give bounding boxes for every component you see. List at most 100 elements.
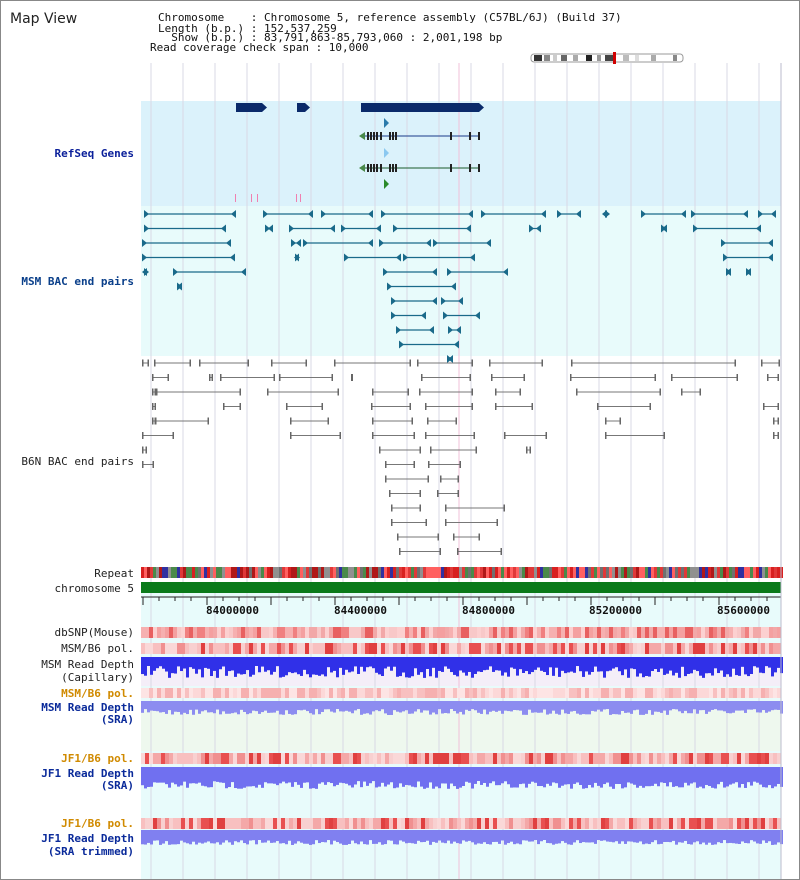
polymorphism-cell bbox=[449, 818, 453, 829]
snp-density-cell bbox=[153, 627, 157, 638]
track-label-jf1-depth-trim[interactable]: JF1 Read Depth bbox=[41, 832, 134, 845]
polymorphism-cell bbox=[581, 688, 585, 698]
polymorphism-cell bbox=[517, 688, 521, 698]
polymorphism-cell bbox=[609, 688, 613, 698]
read-depth-bar bbox=[720, 701, 723, 711]
read-depth-bar bbox=[420, 657, 423, 673]
polymorphism-cell bbox=[217, 753, 221, 764]
repeat-block bbox=[585, 567, 588, 578]
read-depth-bar bbox=[747, 767, 750, 783]
read-depth-bar bbox=[696, 830, 699, 842]
read-depth-bar bbox=[168, 767, 171, 788]
polymorphism-cell bbox=[165, 818, 169, 829]
bac-end bbox=[723, 253, 728, 262]
bac-end bbox=[399, 548, 401, 555]
polymorphism-cell bbox=[501, 753, 505, 764]
polymorphism-cell bbox=[713, 643, 717, 654]
polymorphism-cell bbox=[509, 643, 513, 654]
polymorphism-cell bbox=[217, 688, 221, 698]
track-label-jf1-b6-pol-2[interactable]: JF1/B6 pol. bbox=[61, 817, 134, 830]
read-depth-bar bbox=[660, 767, 663, 783]
polymorphism-cell bbox=[249, 688, 253, 698]
bac-end bbox=[286, 403, 288, 410]
track-label-msm-bac[interactable]: MSM BAC end pairs bbox=[21, 275, 134, 288]
exon bbox=[392, 164, 394, 172]
read-depth-bar bbox=[726, 657, 729, 675]
polymorphism-cell bbox=[377, 688, 381, 698]
read-depth-bar bbox=[444, 657, 447, 667]
track-label-dbsnp[interactable]: dbSNP(Mouse) bbox=[54, 626, 134, 639]
read-depth-bar bbox=[210, 767, 213, 788]
read-depth-bar bbox=[417, 767, 420, 782]
polymorphism-cell bbox=[381, 643, 385, 654]
polymorphism-cell bbox=[161, 818, 165, 829]
polymorphism-cell bbox=[773, 688, 777, 698]
polymorphism-cell bbox=[393, 753, 397, 764]
repeat-block bbox=[684, 567, 687, 578]
read-depth-bar bbox=[735, 767, 738, 783]
bac-end bbox=[456, 326, 461, 334]
track-label-msm-depth-sra-sub: (SRA) bbox=[100, 713, 134, 726]
polymorphism-cell bbox=[773, 753, 777, 764]
snp-density-cell bbox=[481, 627, 485, 638]
read-depth-bar bbox=[273, 657, 276, 672]
track-label-msm-b6-pol-2[interactable]: MSM/B6 pol. bbox=[61, 687, 134, 700]
read-depth-bar bbox=[684, 701, 687, 711]
read-depth-bar bbox=[585, 830, 588, 843]
bac-end bbox=[778, 359, 780, 367]
read-depth-bar bbox=[273, 701, 276, 713]
read-depth-bar bbox=[180, 830, 183, 841]
read-depth-bar bbox=[528, 767, 531, 784]
bac-end bbox=[290, 417, 292, 425]
track-label-msm-depth-cap[interactable]: MSM Read Depth bbox=[41, 658, 134, 671]
read-depth-bar bbox=[252, 767, 255, 787]
polymorphism-cell bbox=[225, 753, 229, 764]
polymorphism-cell bbox=[225, 688, 229, 698]
read-depth-bar bbox=[576, 701, 579, 714]
bac-end bbox=[481, 210, 486, 218]
bac-end bbox=[156, 388, 158, 396]
read-depth-bar bbox=[702, 830, 705, 843]
repeat-block bbox=[738, 567, 741, 578]
polymorphism-cell bbox=[265, 688, 269, 698]
bac-end bbox=[597, 403, 599, 410]
polymorphism-cell bbox=[689, 753, 693, 764]
read-depth-bar bbox=[477, 767, 480, 782]
read-depth-bar bbox=[192, 701, 195, 715]
polymorphism-cell bbox=[177, 818, 181, 829]
read-depth-bar bbox=[261, 830, 264, 843]
polymorphism-cell bbox=[417, 688, 421, 698]
polymorphism-cell bbox=[417, 818, 421, 829]
track-label-msm-depth-sra[interactable]: MSM Read Depth bbox=[41, 701, 134, 714]
track-label-refseq[interactable]: RefSeq Genes bbox=[54, 147, 134, 160]
polymorphism-cell bbox=[605, 818, 609, 829]
read-depth-bar bbox=[603, 701, 606, 710]
polymorphism-cell bbox=[625, 753, 629, 764]
track-label-msm-b6-pol-1[interactable]: MSM/B6 pol. bbox=[61, 642, 134, 655]
polymorphism-cell bbox=[469, 688, 473, 698]
snp-density-cell bbox=[665, 627, 669, 638]
repeat-block bbox=[405, 567, 408, 578]
repeat-block bbox=[345, 567, 348, 578]
polymorphism-cell bbox=[337, 818, 341, 829]
strand-arrow bbox=[359, 132, 365, 140]
read-depth-bar bbox=[552, 830, 555, 845]
repeat-block bbox=[666, 567, 669, 578]
polymorphism-cell bbox=[357, 688, 361, 698]
snp-density-cell bbox=[261, 627, 265, 638]
read-depth-bar bbox=[687, 830, 690, 845]
polymorphism-cell bbox=[597, 688, 601, 698]
polymorphism-cell bbox=[161, 753, 165, 764]
read-depth-bar bbox=[300, 767, 303, 788]
read-depth-bar bbox=[657, 701, 660, 712]
track-label-jf1-depth-sra[interactable]: JF1 Read Depth bbox=[41, 767, 134, 780]
polymorphism-cell bbox=[273, 643, 277, 654]
track-label-jf1-b6-pol-1[interactable]: JF1/B6 pol. bbox=[61, 752, 134, 765]
snp-density-cell bbox=[633, 627, 637, 638]
track-label-b6n-bac[interactable]: B6N BAC end pairs bbox=[21, 455, 134, 468]
read-depth-bar bbox=[297, 657, 300, 675]
repeat-block bbox=[387, 567, 390, 578]
read-depth-bar bbox=[720, 657, 723, 671]
read-depth-bar bbox=[729, 701, 732, 714]
